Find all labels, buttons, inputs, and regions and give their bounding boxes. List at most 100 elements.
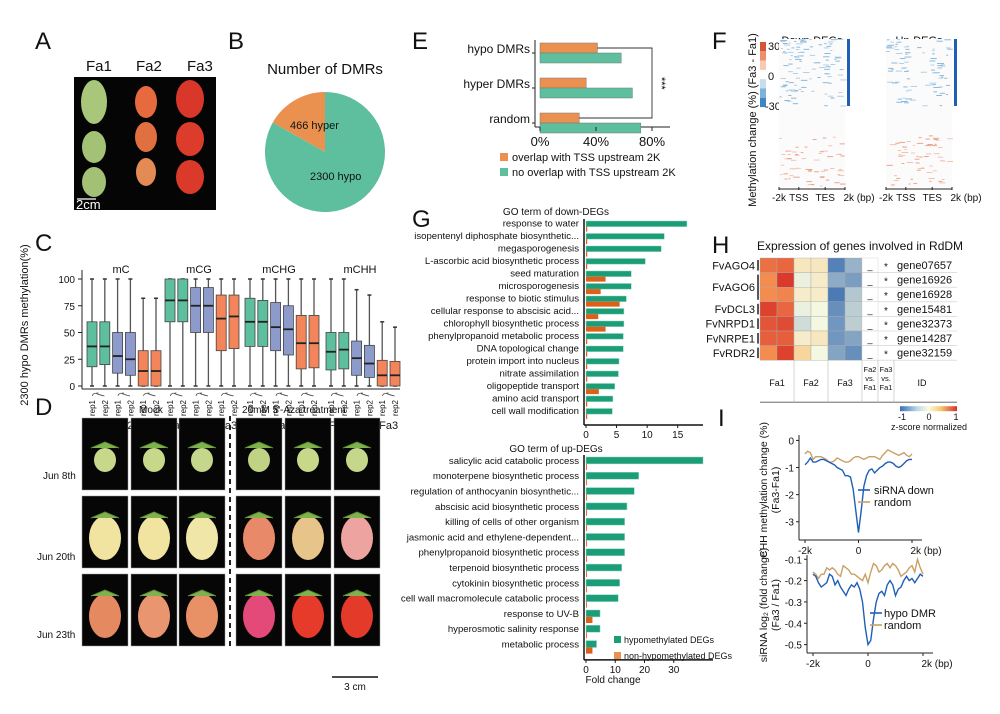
h-heatmap-cell bbox=[810, 345, 829, 361]
c-rep-label: rep2 bbox=[204, 399, 213, 416]
f-ylabel: Methylation change (%) (Fa3 - Fa1) bbox=[747, 33, 759, 207]
h-fa3-sig: * bbox=[884, 291, 888, 302]
g-bar-hypo bbox=[585, 333, 624, 340]
f-heatmap-cell bbox=[904, 52, 911, 54]
e-category-label: random bbox=[489, 112, 530, 126]
h-fa3-sig: * bbox=[884, 350, 888, 361]
g-bar-nonhypo bbox=[586, 251, 588, 257]
g-bar-hypo bbox=[585, 308, 625, 315]
d-calyx bbox=[293, 511, 323, 519]
pie-slices bbox=[265, 91, 385, 212]
c-brace bbox=[250, 392, 263, 397]
f-heatmap-cell bbox=[795, 167, 801, 169]
f-heatmap-cell bbox=[916, 142, 924, 144]
f-heatmap-cell bbox=[782, 43, 788, 44]
box-item bbox=[164, 278, 176, 387]
g-chart-title: GO term of down-DEGs bbox=[503, 207, 609, 218]
i-ytick-label: -3 bbox=[785, 518, 794, 529]
g-category-label: response to biotic stimulus bbox=[466, 294, 579, 305]
f-heatmap-cell bbox=[825, 59, 829, 61]
f-heatmap-cell bbox=[898, 155, 903, 157]
f-heatmap-cell bbox=[909, 99, 916, 101]
d-fruit bbox=[191, 448, 213, 472]
h-heatmap-cell bbox=[827, 330, 846, 346]
f-heatmap-cell bbox=[890, 41, 894, 43]
g-category-label: DNA topological change bbox=[477, 344, 579, 355]
panel-letter-f: F bbox=[712, 28, 727, 55]
g-xtick-label: 0 bbox=[583, 430, 589, 441]
f-heatmap-cell bbox=[787, 158, 792, 160]
c-rep-label: rep1 bbox=[378, 399, 387, 416]
d-photo bbox=[130, 417, 178, 491]
h-gene-id: gene32373 bbox=[897, 318, 952, 330]
f-xtick-label: 2k (bp) bbox=[843, 193, 874, 204]
g-category-label: L-ascorbic acid biosynthetic process bbox=[425, 256, 579, 267]
f-heatmap-cell bbox=[840, 155, 845, 157]
h-col-header-part: vs. bbox=[881, 374, 891, 383]
f-heatmap-cell bbox=[794, 56, 797, 57]
d-fruit bbox=[346, 448, 368, 472]
f-heatmap-cell bbox=[904, 70, 909, 72]
f-heatmap-cell bbox=[800, 91, 804, 92]
f-heatmap-cell bbox=[939, 105, 942, 107]
f-heatmap-cell bbox=[780, 40, 788, 42]
h-heatmap-cell bbox=[776, 301, 795, 317]
f-xtick-label: TES bbox=[922, 193, 942, 204]
c-boxes: rep1 rep2 rep1 rep2 rep1 rep2 rep1 rep2 rep1 rep2… bbox=[86, 278, 401, 416]
d-fruit bbox=[138, 594, 170, 638]
g-bar-hypo bbox=[585, 594, 619, 602]
i-ytick-label: -0.4 bbox=[785, 619, 803, 630]
h-colorbar bbox=[900, 406, 957, 412]
f-heatmap-cell bbox=[932, 53, 935, 55]
c-rep-label: rep2 bbox=[101, 399, 110, 416]
d-photo bbox=[178, 573, 226, 647]
i-ytick-label: -0.5 bbox=[785, 641, 803, 652]
h-fa3-sig: * bbox=[884, 277, 888, 288]
g-bar-hypo bbox=[585, 270, 632, 277]
box-item bbox=[325, 278, 337, 387]
h-heatmap-cell bbox=[827, 257, 846, 273]
f-heatmap-cell bbox=[933, 153, 940, 155]
i-bot-content: -0.1-0.2-0.3-0.4-0.5-2k 0 2k (bp)hypo DMRr… bbox=[758, 548, 953, 670]
i-xtick-label: -2k bbox=[798, 546, 813, 557]
d-calyx bbox=[187, 441, 217, 449]
h-col-header-part: vs. bbox=[865, 374, 875, 383]
h-col-header: Fa2 bbox=[803, 378, 819, 388]
i-legend-label: hypo DMR bbox=[884, 608, 936, 620]
c-ytick-label: 75 bbox=[64, 302, 76, 313]
d-fruit bbox=[243, 594, 275, 638]
f-heatmap-cell bbox=[838, 175, 845, 177]
i-xtick-label: 2k (bp) bbox=[921, 659, 952, 670]
f-heatmap-cell bbox=[893, 179, 899, 181]
f-heatmap-cell bbox=[896, 101, 903, 103]
d-photo bbox=[81, 573, 129, 647]
c-rep-label: rep1 bbox=[297, 399, 306, 416]
g-category-label: metabolic process bbox=[502, 639, 580, 650]
f-heatmap-cell bbox=[902, 154, 906, 156]
f-heatmap-cell bbox=[805, 169, 813, 170]
box-item bbox=[150, 297, 162, 387]
box-item bbox=[190, 278, 202, 387]
box-rect bbox=[257, 300, 269, 347]
h-heatmap-cell bbox=[810, 287, 829, 303]
c-brace bbox=[275, 392, 289, 397]
f-heatmap-cell bbox=[930, 64, 935, 66]
f-heatmap-cell bbox=[929, 165, 933, 167]
h-heatmap-cell bbox=[827, 345, 846, 361]
c-rep-label: rep1 bbox=[353, 399, 362, 416]
c-rep-label: rep1 bbox=[139, 399, 148, 416]
e-bar-no-overlap bbox=[539, 87, 633, 99]
d-row-jun23: Jun 23th bbox=[37, 630, 76, 641]
f-heatmap-cell bbox=[932, 48, 935, 50]
g-category-label: hyperosmotic salinity response bbox=[448, 624, 579, 635]
i-xtick-label: 0 bbox=[856, 546, 862, 557]
g-xtick-label: 20 bbox=[639, 665, 651, 676]
f-heatmap-cell bbox=[818, 152, 822, 154]
f-heatmap-cell bbox=[801, 40, 804, 41]
f-heatmap-cell bbox=[906, 141, 912, 143]
f-heatmap-cell bbox=[902, 97, 906, 99]
e-category-label: hyper DMRs bbox=[463, 77, 530, 91]
h-col-header: ID bbox=[918, 378, 928, 388]
f-heatmap-cell bbox=[800, 55, 803, 57]
